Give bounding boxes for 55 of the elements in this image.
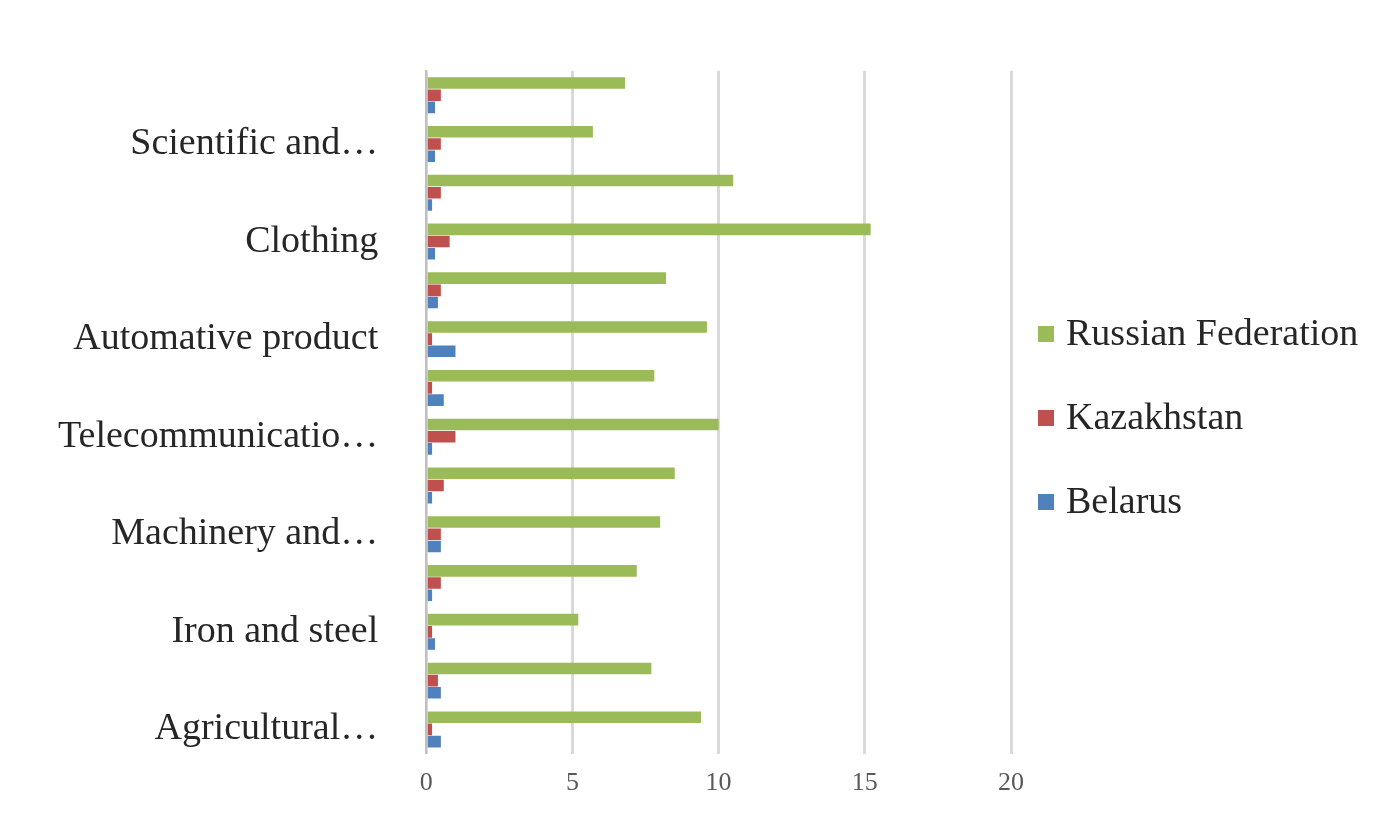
bar bbox=[427, 662, 652, 675]
x-tick-label: 20 bbox=[998, 767, 1024, 797]
legend-label: Belarus bbox=[1066, 477, 1183, 522]
bar bbox=[427, 321, 707, 333]
bar bbox=[427, 77, 626, 89]
bar bbox=[427, 589, 433, 602]
x-tick-label: 5 bbox=[565, 767, 579, 797]
bar bbox=[427, 125, 593, 138]
bar bbox=[427, 735, 441, 748]
bar bbox=[427, 382, 433, 394]
y-tick-label: Iron and steel bbox=[171, 607, 379, 650]
bar bbox=[427, 235, 450, 248]
bar bbox=[427, 89, 441, 101]
bar bbox=[427, 443, 433, 455]
bar bbox=[427, 345, 456, 358]
bar bbox=[427, 613, 579, 626]
bar bbox=[427, 101, 436, 114]
y-tick-label: Scientific and… bbox=[130, 119, 379, 162]
y-tick-label: Agricultural… bbox=[154, 705, 379, 748]
bar bbox=[427, 223, 871, 236]
bar bbox=[427, 638, 436, 650]
bar bbox=[427, 626, 433, 638]
bar bbox=[427, 199, 433, 211]
bar bbox=[427, 418, 719, 431]
bar bbox=[427, 272, 666, 284]
bar bbox=[427, 247, 436, 260]
bar bbox=[427, 430, 456, 443]
bar bbox=[427, 284, 441, 297]
bar bbox=[427, 674, 438, 687]
bar bbox=[427, 333, 433, 345]
y-tick-label: Clothing bbox=[245, 217, 379, 260]
bar bbox=[427, 394, 444, 406]
bar bbox=[427, 516, 661, 528]
x-tick-label: 10 bbox=[705, 767, 732, 797]
bar bbox=[427, 174, 734, 187]
bar bbox=[427, 467, 675, 480]
x-tick-label: 15 bbox=[851, 767, 878, 797]
x-tick-label: 0 bbox=[419, 767, 433, 797]
bar bbox=[427, 528, 441, 541]
legend-label: Kazakhstan bbox=[1066, 393, 1244, 438]
bar bbox=[427, 150, 436, 162]
legend-label: Russian Federation bbox=[1066, 309, 1359, 354]
bar bbox=[427, 369, 655, 382]
y-tick-label: Automative product bbox=[73, 315, 379, 358]
y-tick-label: Telecommunicatio… bbox=[57, 412, 379, 455]
bar bbox=[427, 577, 441, 589]
bar bbox=[427, 186, 441, 199]
bar bbox=[427, 540, 441, 553]
bar bbox=[427, 565, 637, 577]
bar bbox=[427, 138, 441, 150]
y-tick-label: Machinery and… bbox=[111, 510, 379, 553]
bar bbox=[427, 711, 702, 723]
bar bbox=[427, 479, 444, 492]
bar bbox=[427, 296, 438, 309]
bar bbox=[427, 687, 441, 699]
